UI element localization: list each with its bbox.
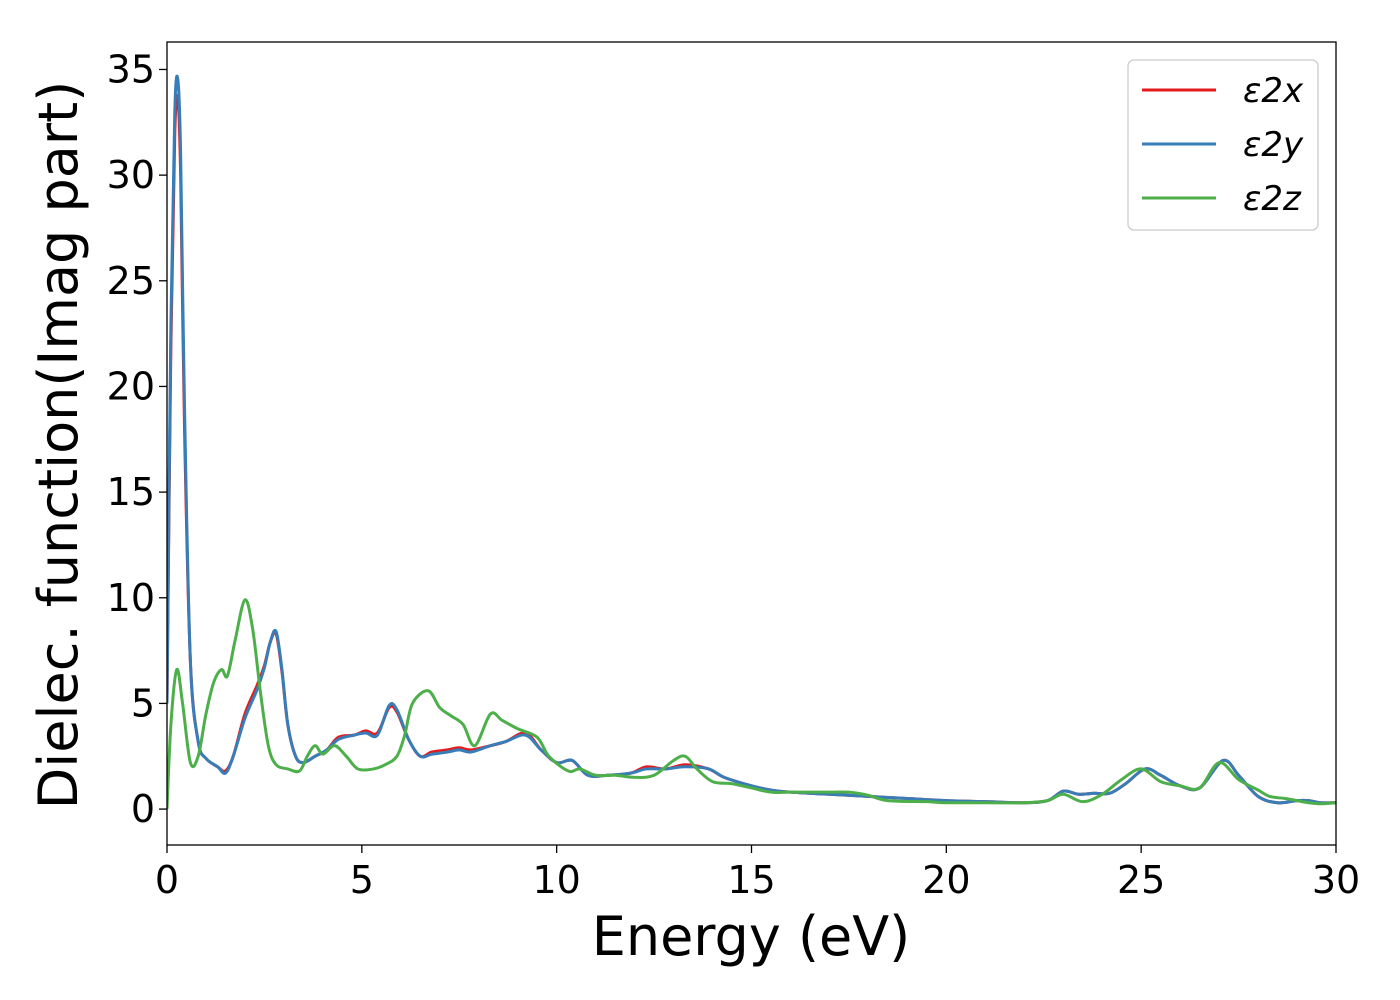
legend-box — [1127, 59, 1319, 231]
legend-label: ε2x — [1243, 71, 1304, 111]
y-tick-label: 20 — [107, 364, 155, 408]
y-tick-label: 5 — [131, 681, 155, 725]
legend-label: ε2z — [1243, 179, 1302, 219]
x-tick-label: 0 — [155, 858, 179, 902]
x-tick-label: 30 — [1312, 858, 1360, 902]
y-tick-label: 25 — [107, 259, 155, 303]
x-axis: 0 5 10 15 20 25 30 — [155, 845, 1360, 902]
x-tick-label: 20 — [922, 858, 970, 902]
y-tick-label: 30 — [107, 153, 155, 197]
x-tick-label: 5 — [350, 858, 374, 902]
legend: ε2x ε2y ε2z — [1127, 59, 1319, 231]
y-tick-label: 35 — [107, 47, 155, 91]
legend-label: ε2y — [1243, 125, 1304, 165]
y-tick-label: 0 — [131, 787, 155, 831]
y-tick-label: 15 — [107, 470, 155, 514]
y-axis: 0 5 10 15 20 25 30 35 — [107, 47, 167, 831]
series-layer — [167, 74, 1336, 810]
x-tick-label: 10 — [532, 858, 580, 902]
x-tick-label: 25 — [1117, 858, 1165, 902]
series-line-3 — [167, 598, 1336, 810]
x-tick-label: 15 — [727, 858, 775, 902]
y-tick-label: 10 — [107, 576, 155, 620]
series-line-2 — [167, 74, 1336, 805]
y-axis-title: Dielec. function(Imag part) — [27, 81, 90, 810]
x-axis-title: Energy (eV) — [592, 905, 911, 968]
